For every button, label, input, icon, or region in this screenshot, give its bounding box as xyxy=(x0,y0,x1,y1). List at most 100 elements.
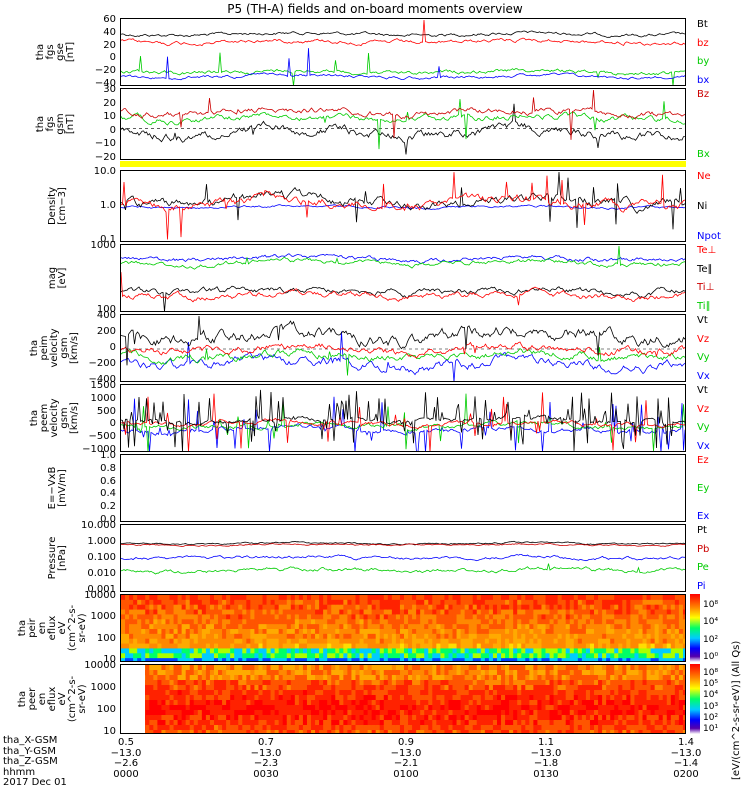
spectrogram-cell xyxy=(177,633,183,640)
spectrogram-cell xyxy=(416,730,421,733)
spectrogram-cell xyxy=(371,690,377,696)
spectrogram-cell xyxy=(258,643,263,649)
spectrogram-cell xyxy=(581,638,587,645)
spectrogram-cell xyxy=(456,715,462,721)
spectrogram-cell xyxy=(205,665,211,671)
spectrogram-cell xyxy=(226,710,231,716)
spectrogram-cell xyxy=(327,725,332,731)
spectrogram-cell xyxy=(290,710,296,716)
spectrogram-cell xyxy=(185,653,191,659)
spectrogram-cell xyxy=(234,675,239,681)
spectrogram-cell xyxy=(533,725,538,731)
spectrogram-cell xyxy=(209,595,215,601)
spectrogram-cell xyxy=(230,648,235,654)
spectrogram-cell xyxy=(634,609,639,615)
spectrogram-cell xyxy=(666,670,672,676)
spectrogram-cell xyxy=(286,680,292,686)
spectrogram-cell xyxy=(464,609,470,615)
spectrogram-cell xyxy=(569,604,575,611)
spectrogram-cell xyxy=(541,609,546,615)
temperature-panel xyxy=(120,244,686,312)
spectrogram-cell xyxy=(492,633,498,640)
spectrogram-cell xyxy=(428,604,433,611)
spectrogram-cell xyxy=(456,690,462,696)
spectrogram-cell xyxy=(242,690,247,696)
spectrogram-cell xyxy=(408,619,413,625)
spectrogram-cell xyxy=(424,619,429,625)
spectrogram-cell xyxy=(642,599,648,606)
spectrogram-cell xyxy=(209,715,215,721)
spectrogram-cell xyxy=(557,715,563,721)
spectrogram-cell xyxy=(513,604,518,611)
spectrogram-cell xyxy=(545,653,551,659)
spectrogram-cell xyxy=(404,653,409,659)
spectrogram-cell xyxy=(581,720,587,726)
spectrogram-cell xyxy=(351,633,356,640)
spectrogram-cell xyxy=(387,629,393,635)
spectrogram-cell xyxy=(238,705,243,711)
spectrogram-cell xyxy=(311,653,316,659)
spectrogram-cell xyxy=(161,604,166,611)
spectrogram-cell xyxy=(270,695,276,701)
yellow-data-bar xyxy=(120,161,686,167)
spectrogram-cell xyxy=(460,619,466,625)
spectrogram-cell xyxy=(492,685,498,691)
spectrogram-cell xyxy=(391,609,397,615)
spectrogram-cell xyxy=(258,638,263,645)
spectrogram-cell xyxy=(577,710,583,716)
spectrogram-cell xyxy=(335,710,340,716)
spectrogram-cell xyxy=(501,609,506,615)
spectrogram-cell xyxy=(157,690,162,696)
spectrogram-cell xyxy=(662,695,668,701)
spectrogram-cell xyxy=(311,720,316,726)
footer-value-t: 0200 xyxy=(673,768,699,780)
spectrogram-cell xyxy=(642,633,648,640)
spectrogram-cell xyxy=(585,720,591,726)
series-pe xyxy=(121,563,685,575)
spectrogram-cell xyxy=(359,638,365,645)
spectrogram-cell xyxy=(177,685,183,691)
spectrogram-cell xyxy=(501,670,506,676)
spectrogram-cell xyxy=(197,629,203,635)
spectrogram-cell xyxy=(290,619,296,625)
spectrogram-cell xyxy=(505,710,510,716)
spectrogram-cell xyxy=(161,633,166,640)
spectrogram-cell xyxy=(270,648,276,654)
spectrogram-cell xyxy=(670,624,676,630)
spectrogram-cell xyxy=(464,705,470,711)
y-tick-label: −40 xyxy=(94,78,116,89)
spectrogram-cell xyxy=(432,665,437,671)
spectrogram-cell xyxy=(416,705,421,711)
spectrogram-cell xyxy=(339,695,344,701)
spectrogram-cell xyxy=(424,624,429,630)
spectrogram-cell xyxy=(658,715,664,721)
spectrogram-cell xyxy=(165,599,171,606)
spectrogram-cell xyxy=(319,629,324,635)
spectrogram-cell xyxy=(626,658,631,661)
spectrogram-cell xyxy=(598,658,603,661)
spectrogram-cell xyxy=(541,695,546,701)
spectrogram-cell xyxy=(290,725,296,731)
spectrogram-cell xyxy=(630,730,635,733)
spectrogram-cell xyxy=(391,643,397,649)
spectrogram-cell xyxy=(444,730,449,733)
spectrogram-cell xyxy=(412,720,417,726)
spectrogram-cell xyxy=(464,643,470,649)
spectrogram-cell xyxy=(484,624,490,630)
spectrogram-cell xyxy=(505,599,510,606)
spectrogram-cell xyxy=(137,599,142,606)
spectrogram-cell xyxy=(205,725,211,731)
series-ni xyxy=(121,171,685,230)
spectrogram-cell xyxy=(404,690,409,696)
spectrogram-cell xyxy=(408,595,413,601)
spectrogram-cell xyxy=(157,670,162,676)
spectrogram-cell xyxy=(230,638,235,645)
spectrogram-cell xyxy=(521,710,526,716)
spectrogram-cell xyxy=(484,715,490,721)
spectrogram-cell xyxy=(622,638,627,645)
spectrogram-cell xyxy=(638,680,644,686)
spectrogram-cell xyxy=(416,725,421,731)
spectrogram-cell xyxy=(581,658,587,661)
spectrogram-cell xyxy=(250,658,255,661)
spectrogram-cell xyxy=(201,685,207,691)
